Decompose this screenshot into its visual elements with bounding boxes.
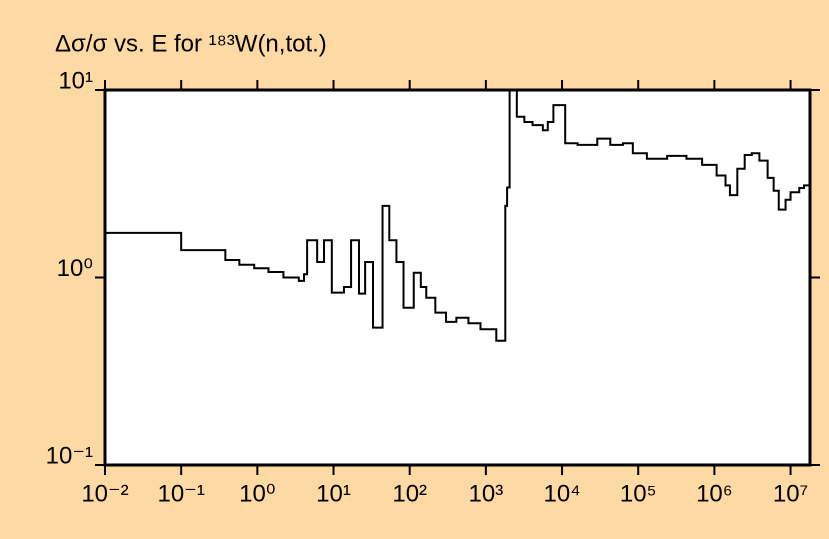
x-tick-label: 10⁰ [239, 480, 275, 507]
y-tick-label: 10⁻¹ [46, 442, 93, 469]
data-line [105, 90, 810, 342]
plot-frame [103, 88, 812, 467]
x-tick-label: 10³ [469, 480, 504, 507]
x-tick-label: 10⁶ [696, 480, 733, 507]
x-tick-label: 10¹ [316, 480, 351, 507]
y-tick-label: 10¹ [58, 67, 93, 94]
plot-area [105, 90, 810, 465]
x-tick-label: 10⁷ [773, 480, 808, 507]
x-tick-label: 10⁻¹ [157, 480, 204, 507]
x-tick-label: 10⁴ [544, 480, 581, 507]
x-tick-label: 10⁻² [81, 480, 128, 507]
x-tick-label: 10⁵ [620, 480, 657, 507]
x-tick-label: 10² [392, 480, 427, 507]
chart-title: Δσ/σ vs. E for ¹⁸³W(n,tot.) [55, 30, 327, 57]
y-tick-label: 10⁰ [57, 255, 93, 282]
